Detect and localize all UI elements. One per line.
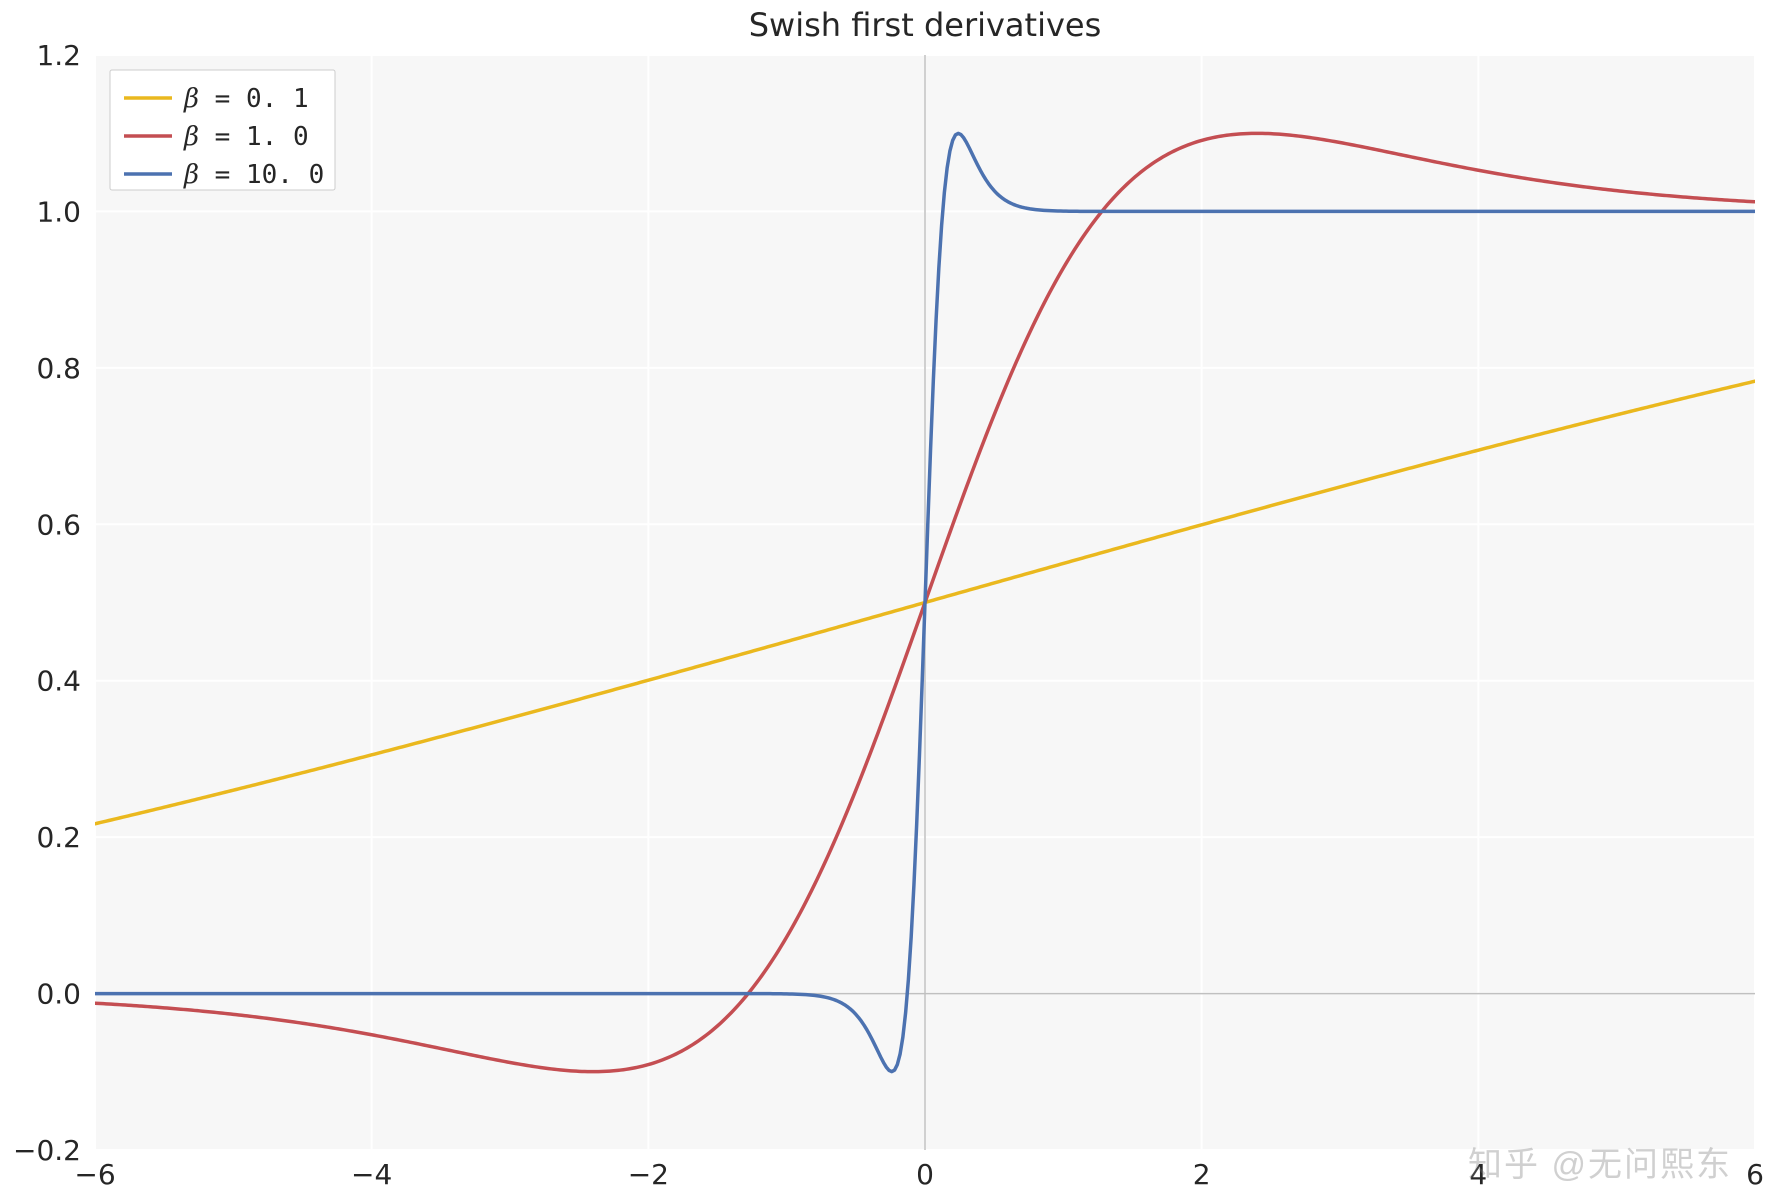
chart-title: Swish first derivatives <box>749 6 1102 44</box>
chart-container: −6−4−20246−0.20.00.20.40.60.81.01.2Swish… <box>0 0 1772 1204</box>
legend-label: β = 10. 0 <box>183 160 324 190</box>
xtick-label: 2 <box>1193 1158 1211 1191</box>
ytick-label: 1.2 <box>36 39 81 72</box>
legend-label: β = 0. 1 <box>183 84 309 114</box>
xtick-label: −2 <box>628 1158 669 1191</box>
ytick-label: −0.2 <box>13 1134 81 1167</box>
ytick-label: 0.0 <box>36 978 81 1011</box>
ytick-label: 0.8 <box>36 352 81 385</box>
ytick-label: 1.0 <box>36 195 81 228</box>
ytick-label: 0.2 <box>36 821 81 854</box>
xtick-label: 0 <box>916 1158 934 1191</box>
swish-derivatives-chart: −6−4−20246−0.20.00.20.40.60.81.01.2Swish… <box>0 0 1772 1204</box>
ytick-label: 0.6 <box>36 508 81 541</box>
xtick-label: 4 <box>1469 1158 1487 1191</box>
legend-label: β = 1. 0 <box>183 122 309 152</box>
ytick-label: 0.4 <box>36 665 81 698</box>
xtick-label: −4 <box>351 1158 392 1191</box>
xtick-label: 6 <box>1746 1158 1764 1191</box>
